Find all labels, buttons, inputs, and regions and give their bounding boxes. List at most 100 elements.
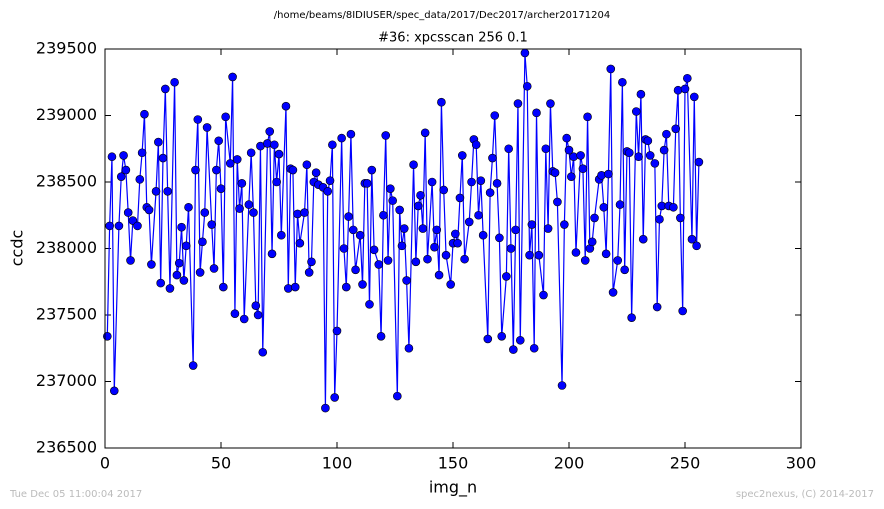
data-point: [451, 229, 460, 239]
data-point: [525, 250, 534, 260]
data-point: [564, 145, 574, 155]
x-tick-label: 150: [438, 454, 469, 473]
data-point: [386, 184, 395, 193]
data-point: [277, 230, 286, 240]
data-point: [492, 179, 502, 188]
x-tick-label: 250: [670, 454, 701, 473]
data-point: [295, 238, 305, 248]
data-point: [434, 270, 444, 280]
data-point: [147, 260, 156, 269]
data-point: [163, 187, 172, 196]
x-tick-label: 300: [786, 454, 817, 473]
data-point: [235, 204, 244, 213]
data-point: [527, 220, 537, 229]
data-point: [348, 225, 358, 235]
data-point: [604, 169, 613, 179]
data-point: [502, 272, 511, 281]
data-point: [323, 187, 333, 196]
data-point: [546, 99, 555, 108]
data-point: [608, 288, 618, 297]
data-point: [418, 224, 428, 233]
y-axis-label: ccdc: [8, 230, 27, 267]
data-point: [669, 202, 678, 212]
data-point: [464, 217, 474, 227]
data-point: [650, 159, 660, 168]
data-point: [539, 290, 548, 300]
data-point: [270, 140, 279, 150]
data-point: [606, 64, 616, 74]
data-point: [156, 278, 165, 288]
data-point: [253, 310, 263, 320]
data-point: [634, 152, 643, 162]
data-point: [135, 175, 145, 184]
x-axis-label: img_n: [429, 478, 477, 498]
data-point: [676, 213, 685, 223]
data-point: [107, 152, 117, 162]
data-point: [404, 343, 414, 353]
suptitle: /home/beams/8IDIUSER/spec_data/2017/Dec2…: [274, 10, 610, 21]
data-point: [251, 301, 261, 310]
data-point: [583, 112, 592, 122]
data-point: [221, 112, 230, 122]
y-tick-label: 237500: [36, 305, 97, 324]
y-tick-label: 238500: [36, 172, 97, 191]
data-point: [225, 159, 235, 168]
data-point: [367, 165, 377, 175]
data-point: [228, 72, 237, 82]
data-point: [369, 245, 379, 255]
footer-left: Tue Dec 05 11:00:04 2017: [9, 489, 142, 500]
data-point: [522, 81, 532, 91]
data-point: [587, 237, 597, 247]
data-point: [239, 314, 249, 324]
data-point: [258, 347, 268, 357]
data-point: [362, 179, 372, 188]
data-point: [249, 208, 258, 217]
data-point: [529, 343, 539, 353]
data-point: [265, 127, 275, 136]
data-point: [620, 265, 629, 275]
data-point: [341, 282, 351, 292]
data-point: [441, 250, 451, 260]
data-point: [460, 254, 469, 264]
data-point: [490, 111, 500, 120]
data-point: [144, 205, 154, 215]
data-point: [267, 249, 277, 259]
data-point: [137, 148, 147, 158]
data-point: [283, 284, 293, 293]
data-point: [383, 256, 393, 265]
data-point: [290, 282, 300, 292]
data-point: [560, 220, 569, 229]
data-point: [246, 148, 256, 158]
data-point: [631, 107, 641, 116]
data-point: [161, 84, 170, 94]
data-point: [151, 187, 161, 196]
data-point: [358, 280, 367, 289]
data-point: [601, 249, 611, 259]
data-point: [119, 151, 128, 160]
x-tick-label: 100: [322, 454, 353, 473]
data-point: [495, 233, 504, 243]
data-point: [399, 224, 409, 233]
data-point: [467, 177, 476, 187]
data-point: [439, 185, 449, 195]
data-point: [615, 200, 625, 209]
data-point: [432, 225, 442, 235]
data-point: [483, 334, 493, 344]
data-point: [184, 202, 193, 212]
data-point: [172, 270, 182, 280]
data-point: [304, 268, 314, 277]
data-point: [659, 145, 669, 155]
data-point: [485, 188, 495, 197]
data-point: [274, 149, 284, 159]
x-tick-label: 200: [554, 454, 585, 473]
data-point: [571, 248, 581, 257]
plot-frame: [104, 48, 802, 449]
data-point: [455, 193, 465, 203]
data-point: [379, 210, 388, 220]
x-tick-label: 0: [100, 454, 110, 473]
data-point: [300, 208, 309, 217]
data-point: [140, 109, 149, 119]
data-point: [453, 238, 462, 248]
data-point: [567, 172, 576, 181]
data-point: [395, 205, 404, 215]
